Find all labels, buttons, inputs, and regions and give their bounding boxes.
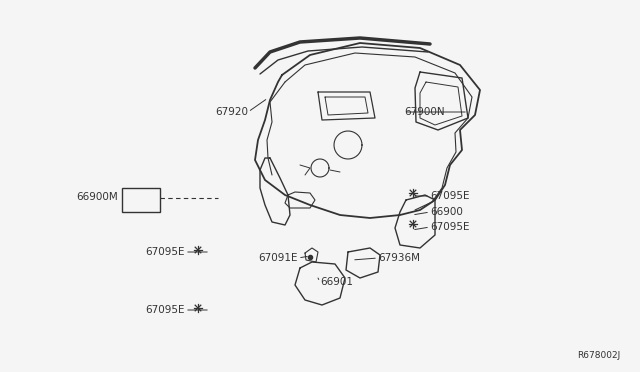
Text: 67095E: 67095E — [430, 191, 470, 201]
Text: 66900: 66900 — [430, 207, 463, 217]
Text: 67091E: 67091E — [259, 253, 298, 263]
Text: 67095E: 67095E — [145, 247, 185, 257]
Text: 67936M: 67936M — [378, 253, 420, 263]
Text: 67095E: 67095E — [145, 305, 185, 315]
Text: 67095E: 67095E — [430, 222, 470, 232]
Text: R678002J: R678002J — [577, 350, 620, 359]
Text: 67920: 67920 — [215, 107, 248, 117]
Text: 66900M: 66900M — [76, 192, 118, 202]
Text: 66901: 66901 — [320, 277, 353, 287]
Text: 67900N: 67900N — [404, 107, 445, 117]
Bar — [122, 188, 160, 212]
